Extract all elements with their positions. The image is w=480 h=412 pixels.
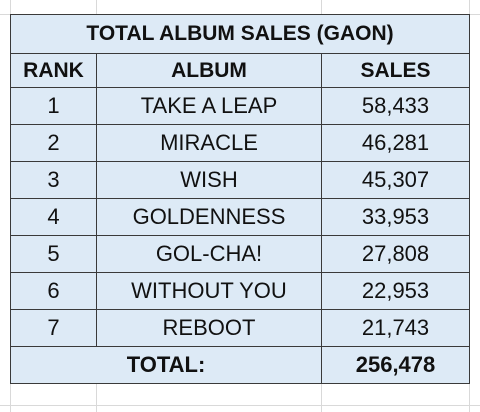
sales-cell[interactable]: 33,953 bbox=[320, 198, 471, 236]
album-cell[interactable]: WITHOUT YOU bbox=[96, 272, 322, 310]
rank-cell[interactable]: 3 bbox=[10, 161, 97, 199]
table-row: 7 REBOOT 21,743 bbox=[10, 309, 471, 347]
table-row: 2 MIRACLE 46,281 bbox=[10, 124, 471, 162]
sales-cell[interactable]: 22,953 bbox=[320, 272, 471, 310]
sales-cell[interactable]: 45,307 bbox=[320, 161, 471, 199]
sales-cell[interactable]: 46,281 bbox=[320, 124, 471, 162]
album-sales-table: TOTAL ALBUM SALES (GAON) RANK ALBUM SALE… bbox=[9, 14, 471, 384]
sales-cell[interactable]: 27,808 bbox=[320, 235, 471, 273]
table-title-row: TOTAL ALBUM SALES (GAON) bbox=[9, 14, 471, 54]
header-rank[interactable]: RANK bbox=[10, 53, 97, 88]
table-row: 5 GOL-CHA! 27,808 bbox=[10, 235, 471, 273]
rank-cell[interactable]: 5 bbox=[10, 235, 97, 273]
album-cell[interactable]: GOLDENNESS bbox=[96, 198, 322, 236]
rank-cell[interactable]: 6 bbox=[10, 272, 97, 310]
rank-cell[interactable]: 7 bbox=[10, 309, 97, 347]
rank-cell[interactable]: 1 bbox=[10, 87, 97, 125]
gridline bbox=[0, 405, 480, 406]
album-cell[interactable]: WISH bbox=[96, 161, 322, 199]
table-title[interactable]: TOTAL ALBUM SALES (GAON) bbox=[9, 14, 471, 54]
album-cell[interactable]: REBOOT bbox=[96, 309, 322, 347]
album-cell[interactable]: GOL-CHA! bbox=[96, 235, 322, 273]
table-row: 6 WITHOUT YOU 22,953 bbox=[10, 272, 471, 310]
total-label-cell[interactable]: TOTAL: bbox=[10, 346, 322, 384]
sales-cell[interactable]: 58,433 bbox=[320, 87, 471, 125]
table-header-row: RANK ALBUM SALES bbox=[10, 53, 471, 88]
table-row: 4 GOLDENNESS 33,953 bbox=[10, 198, 471, 236]
rank-cell[interactable]: 2 bbox=[10, 124, 97, 162]
sales-cell[interactable]: 21,743 bbox=[320, 309, 471, 347]
total-value-cell[interactable]: 256,478 bbox=[320, 346, 471, 384]
header-album[interactable]: ALBUM bbox=[96, 53, 322, 88]
rank-cell[interactable]: 4 bbox=[10, 198, 97, 236]
header-sales[interactable]: SALES bbox=[320, 53, 471, 88]
table-row: 3 WISH 45,307 bbox=[10, 161, 471, 199]
album-cell[interactable]: MIRACLE bbox=[96, 124, 322, 162]
album-cell[interactable]: TAKE A LEAP bbox=[96, 87, 322, 125]
table-total-row: TOTAL: 256,478 bbox=[10, 346, 471, 384]
table-row: 1 TAKE A LEAP 58,433 bbox=[10, 87, 471, 125]
